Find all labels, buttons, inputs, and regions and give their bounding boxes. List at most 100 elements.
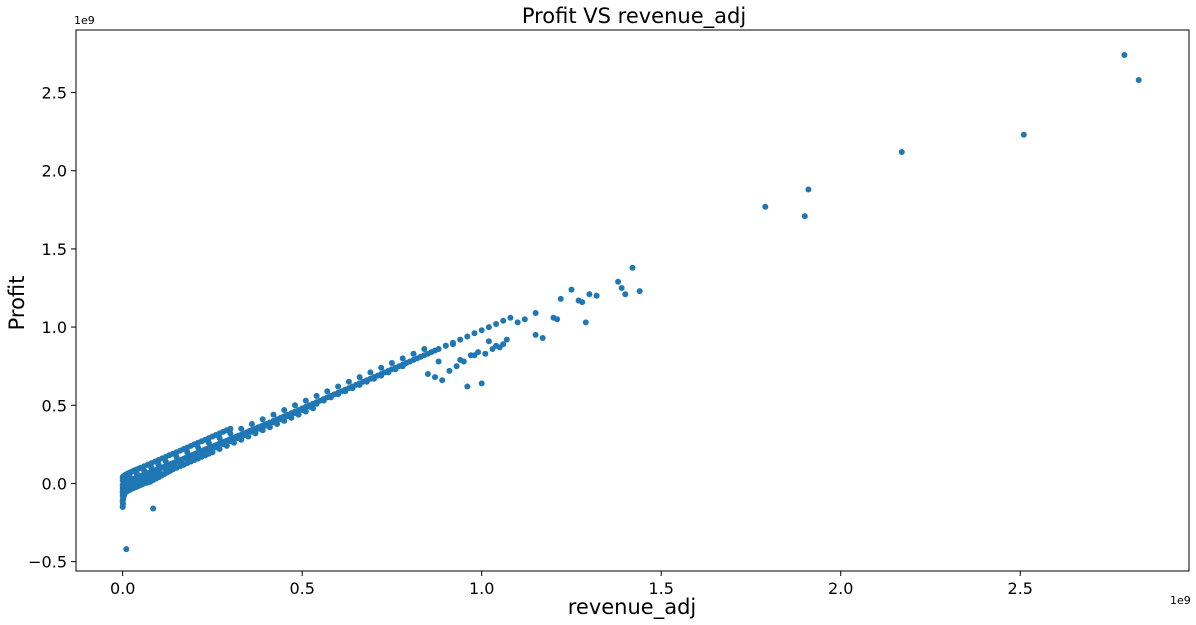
data-point bbox=[421, 346, 428, 352]
data-point bbox=[442, 342, 449, 349]
data-point bbox=[349, 385, 356, 392]
data-point bbox=[270, 411, 277, 418]
data-point bbox=[259, 427, 266, 434]
y-axis-label: Profit bbox=[5, 276, 29, 331]
data-point bbox=[392, 366, 399, 373]
data-point bbox=[335, 383, 342, 390]
data-point bbox=[762, 203, 769, 210]
data-point bbox=[238, 436, 245, 443]
data-point bbox=[266, 424, 273, 431]
data-point bbox=[457, 356, 464, 363]
data-point bbox=[568, 286, 575, 293]
data-point bbox=[579, 299, 586, 306]
data-point bbox=[313, 400, 320, 407]
y-tick-label: 2.5 bbox=[42, 84, 67, 103]
data-point bbox=[150, 505, 157, 512]
data-point bbox=[464, 383, 471, 390]
data-point bbox=[238, 425, 245, 432]
data-point bbox=[801, 213, 808, 220]
x-tick-label: 2.5 bbox=[1008, 579, 1033, 598]
data-point bbox=[342, 388, 349, 395]
x-axis-ticks: 0.0 0.5 1.0 1.5 2.0 2.5 bbox=[110, 571, 1033, 598]
data-point bbox=[123, 546, 130, 553]
data-point bbox=[399, 363, 406, 370]
data-point bbox=[385, 369, 392, 376]
x-tick-label: 1.5 bbox=[648, 579, 673, 598]
data-point bbox=[586, 291, 593, 298]
data-point bbox=[514, 319, 521, 326]
data-point bbox=[532, 331, 539, 338]
y-tick-label: 1.0 bbox=[42, 318, 67, 337]
data-point bbox=[223, 442, 230, 449]
data-point bbox=[636, 288, 643, 295]
data-point bbox=[245, 433, 252, 440]
data-point bbox=[500, 341, 507, 348]
data-point bbox=[367, 369, 374, 376]
x-tick-label: 1.0 bbox=[469, 579, 494, 598]
data-point bbox=[485, 324, 492, 331]
y-axis-ticks: −0.5 0.0 0.5 1.0 1.5 2.0 2.5 bbox=[28, 84, 76, 572]
data-point bbox=[446, 367, 453, 374]
data-point bbox=[302, 397, 309, 404]
data-point bbox=[435, 358, 442, 365]
data-point bbox=[503, 336, 510, 343]
x-axis-label: revenue_adj bbox=[568, 595, 697, 620]
y-tick-label: 0.5 bbox=[42, 396, 67, 415]
data-point bbox=[898, 149, 905, 155]
data-point bbox=[439, 377, 446, 384]
data-point bbox=[539, 335, 546, 341]
data-point bbox=[805, 186, 812, 193]
data-point bbox=[363, 378, 370, 385]
data-point bbox=[388, 360, 395, 366]
data-point bbox=[582, 319, 589, 326]
data-point bbox=[478, 327, 485, 334]
x-tick-label: 0.0 bbox=[110, 579, 135, 598]
data-point bbox=[252, 430, 259, 437]
x-tick-label: 2.0 bbox=[828, 579, 853, 598]
data-point bbox=[507, 314, 514, 321]
data-point bbox=[371, 375, 377, 382]
data-point bbox=[327, 394, 334, 401]
data-point bbox=[493, 342, 500, 349]
data-point bbox=[1121, 52, 1128, 58]
data-point bbox=[500, 317, 507, 324]
data-point bbox=[478, 380, 485, 387]
data-point bbox=[485, 338, 492, 345]
data-point bbox=[281, 417, 288, 424]
data-points bbox=[119, 52, 1142, 553]
data-point bbox=[209, 449, 216, 456]
data-point bbox=[231, 439, 237, 446]
chart-title: Profit VS revenue_adj bbox=[522, 4, 746, 29]
data-point bbox=[274, 421, 281, 427]
data-point bbox=[450, 341, 456, 348]
data-point bbox=[410, 350, 417, 357]
data-point bbox=[119, 497, 126, 504]
data-point bbox=[432, 374, 438, 381]
data-point bbox=[1020, 131, 1027, 138]
data-point bbox=[493, 321, 500, 327]
data-point bbox=[464, 333, 471, 340]
data-point bbox=[554, 316, 561, 323]
data-point bbox=[356, 374, 363, 381]
data-point bbox=[124, 485, 130, 492]
data-point bbox=[281, 407, 288, 413]
data-point bbox=[457, 336, 464, 343]
data-point bbox=[320, 397, 327, 404]
data-point bbox=[521, 316, 528, 323]
data-point bbox=[532, 310, 539, 316]
data-point bbox=[313, 392, 320, 399]
data-point bbox=[227, 425, 234, 432]
data-point bbox=[482, 350, 489, 357]
data-point bbox=[248, 421, 255, 427]
data-point bbox=[302, 408, 309, 415]
y-tick-label: 1.5 bbox=[42, 240, 67, 259]
data-point bbox=[288, 414, 295, 421]
data-point bbox=[629, 264, 636, 271]
data-point bbox=[378, 364, 385, 371]
data-point bbox=[1135, 77, 1142, 83]
x-tick-label: 0.5 bbox=[289, 579, 314, 598]
y-axis-offset-label: 1e9 bbox=[74, 14, 95, 27]
data-point bbox=[557, 295, 564, 302]
data-point bbox=[593, 292, 600, 299]
